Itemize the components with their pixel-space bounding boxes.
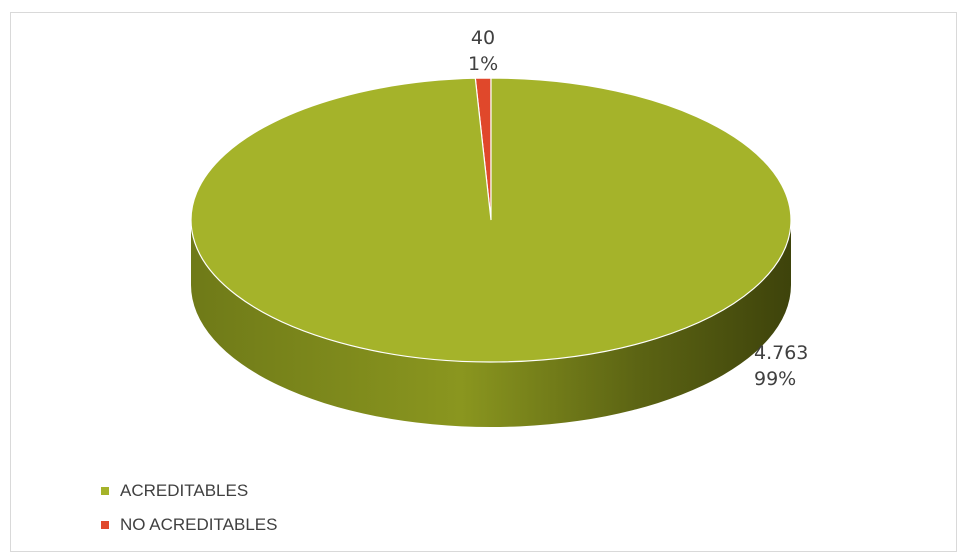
value-label-no-acreditables: 40	[470, 27, 496, 49]
percent-label-no-acreditables: 1%	[468, 53, 499, 75]
legend-swatch-acreditables	[101, 487, 109, 495]
pie-slice-acreditables	[190, 77, 792, 363]
legend-label-no-acreditables: NO ACREDITABLES	[120, 515, 278, 534]
legend-item-acreditables: ACREDITABLES	[101, 474, 277, 508]
data-label-no-acreditables: 40 1%	[468, 25, 498, 77]
data-label-acreditables: 4.763 99%	[754, 340, 808, 392]
legend-label-acreditables: ACREDITABLES	[120, 481, 249, 500]
legend-item-no-acreditables: NO ACREDITABLES	[101, 508, 277, 542]
legend: ACREDITABLES NO ACREDITABLES	[101, 474, 277, 542]
percent-label-acreditables: 99%	[754, 368, 797, 390]
value-label-acreditables: 4.763	[754, 342, 809, 364]
legend-swatch-no-acreditables	[101, 521, 109, 529]
pie-side-wall	[191, 220, 791, 427]
